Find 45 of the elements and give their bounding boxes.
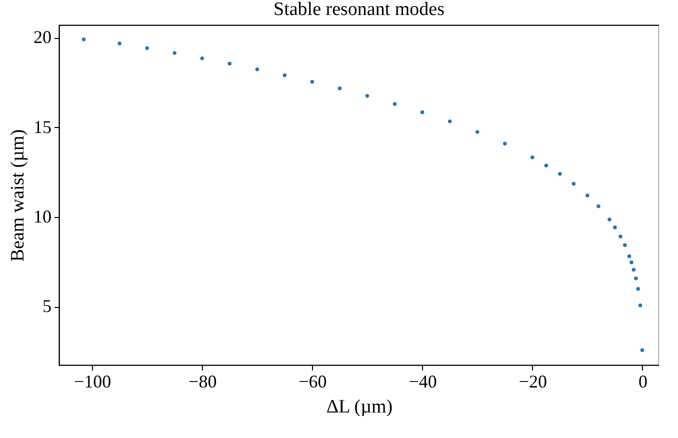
point xyxy=(530,156,534,160)
point xyxy=(420,110,424,114)
point xyxy=(172,51,176,55)
point xyxy=(365,94,370,98)
point xyxy=(392,102,397,106)
point xyxy=(503,142,507,146)
point xyxy=(623,243,627,248)
y-tick-label: 5 xyxy=(42,296,52,316)
point xyxy=(636,287,640,291)
x-tick-label: −20 xyxy=(518,372,547,392)
y-axis-title: Beam waist (µm) xyxy=(8,129,28,262)
point xyxy=(572,182,576,186)
x-tick-label: −40 xyxy=(408,372,437,392)
point xyxy=(634,276,638,280)
point xyxy=(630,260,634,264)
point xyxy=(544,164,548,168)
x-tick-label: −80 xyxy=(188,372,217,392)
point xyxy=(282,73,287,78)
point xyxy=(200,56,204,60)
point xyxy=(596,204,600,208)
y-tick-label: 10 xyxy=(34,206,52,226)
chart-title: Stable resonant modes xyxy=(274,0,444,20)
point xyxy=(632,268,636,272)
point xyxy=(255,67,260,72)
x-tick-label: −100 xyxy=(74,372,112,392)
y-tick-label: 20 xyxy=(34,27,52,48)
point xyxy=(475,130,480,134)
point xyxy=(618,234,622,238)
point xyxy=(608,218,612,222)
point xyxy=(118,42,122,46)
point xyxy=(448,119,452,124)
point xyxy=(613,226,617,230)
point xyxy=(586,194,590,198)
point xyxy=(640,348,644,352)
point xyxy=(338,86,342,90)
x-tick-label: 0 xyxy=(638,372,648,392)
point xyxy=(638,304,642,308)
y-tick-label: 15 xyxy=(34,116,52,137)
point xyxy=(228,62,232,66)
point xyxy=(627,254,632,258)
point xyxy=(558,172,562,176)
point xyxy=(145,46,149,50)
point xyxy=(310,80,314,84)
point xyxy=(82,37,86,42)
x-tick-label: −60 xyxy=(298,372,327,392)
